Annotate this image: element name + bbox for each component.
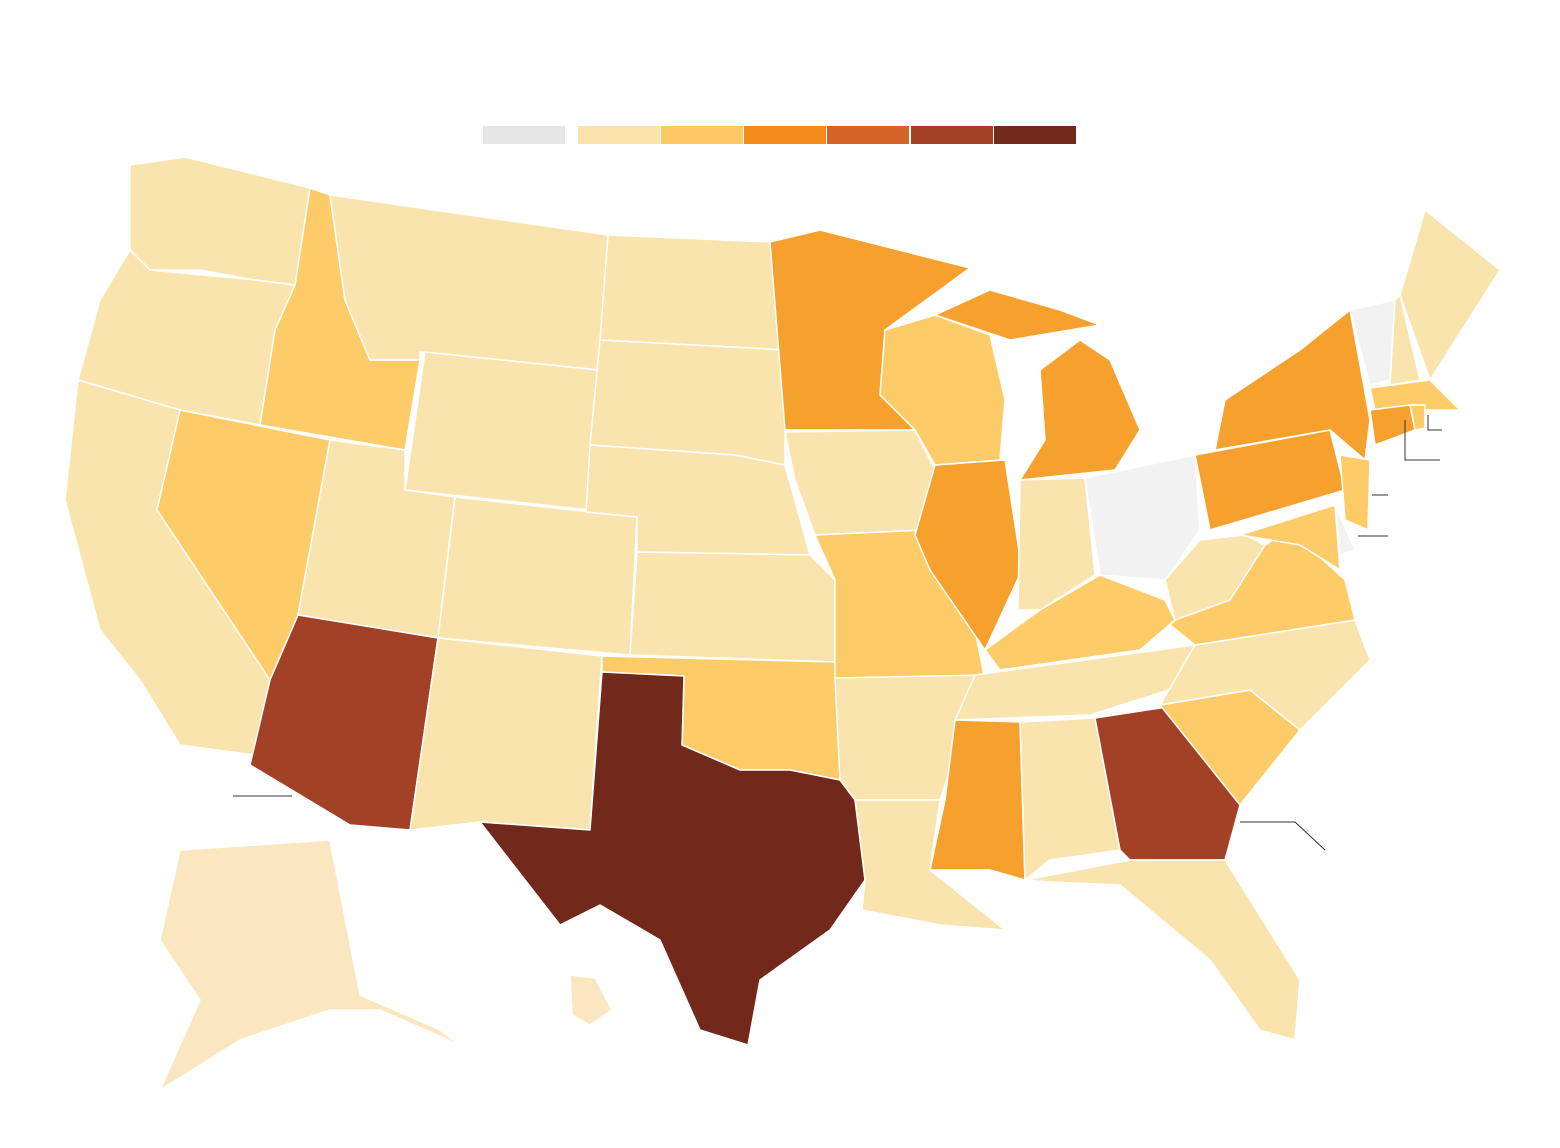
legend-swatch xyxy=(483,126,565,144)
state xyxy=(589,339,786,466)
state xyxy=(404,351,599,511)
legend-swatch xyxy=(911,126,993,144)
state xyxy=(599,234,786,351)
legend xyxy=(483,126,1076,144)
state xyxy=(854,799,1006,931)
state xyxy=(629,551,836,663)
state xyxy=(1017,477,1096,611)
state xyxy=(1339,454,1371,531)
state xyxy=(159,839,461,1091)
legend-swatch xyxy=(994,126,1076,144)
legend-swatch xyxy=(578,126,660,144)
state xyxy=(1409,404,1426,431)
leader-lines xyxy=(233,415,1442,851)
state xyxy=(934,289,1101,341)
states xyxy=(64,156,1501,1091)
legend-swatch xyxy=(744,126,826,144)
state xyxy=(1019,339,1141,481)
state xyxy=(437,496,638,656)
state xyxy=(479,671,866,1046)
state xyxy=(984,574,1176,671)
leader-line xyxy=(1404,420,1440,461)
state xyxy=(329,194,609,371)
legend-swatch xyxy=(661,126,743,144)
state xyxy=(1369,404,1416,446)
state xyxy=(1369,379,1461,411)
state xyxy=(569,974,613,1026)
state xyxy=(129,156,311,286)
state xyxy=(1164,534,1266,621)
state xyxy=(1214,309,1371,461)
leader-line xyxy=(1427,415,1442,431)
state xyxy=(1399,209,1501,381)
state xyxy=(1019,717,1121,881)
state xyxy=(1334,504,1356,556)
state xyxy=(1239,504,1341,571)
state xyxy=(1024,859,1301,1041)
state xyxy=(1084,454,1201,581)
state xyxy=(409,637,603,831)
legend-swatch xyxy=(827,126,909,144)
state xyxy=(1389,294,1421,386)
leader-line xyxy=(1240,821,1326,851)
